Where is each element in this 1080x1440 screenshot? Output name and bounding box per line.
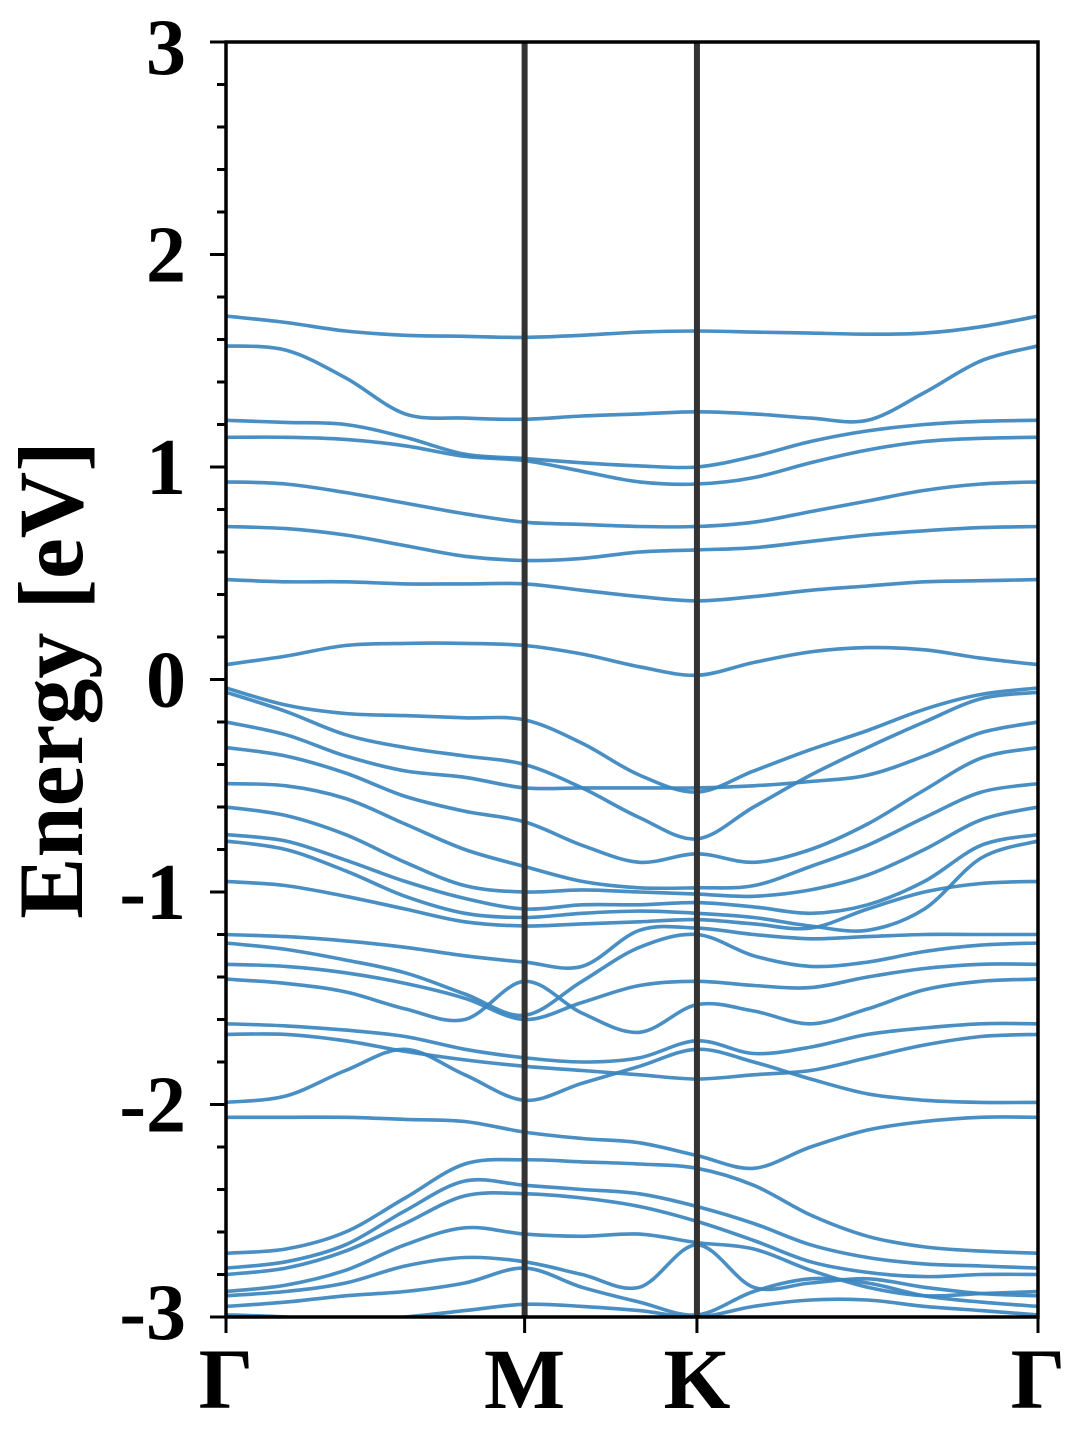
band-line-2 <box>226 344 1038 424</box>
band-line-30 <box>226 1243 1038 1298</box>
band-line-3 <box>226 418 1038 470</box>
band-line-22 <box>226 1021 1038 1064</box>
y-tick-label: -3 <box>119 1269 186 1357</box>
y-axis-label: Energy [eV] <box>0 441 102 919</box>
y-tick-label: 0 <box>146 637 186 725</box>
band-line-14 <box>226 805 1038 899</box>
band-line-7 <box>226 577 1038 603</box>
plot-frame <box>224 40 1040 1319</box>
band-line-17 <box>226 879 1038 931</box>
axis-ticks <box>210 40 1040 1333</box>
x-tick-label-1: Γ <box>199 1331 254 1427</box>
band-line-21 <box>226 977 1038 1035</box>
band-line-19 <box>226 932 1038 1018</box>
y-tick-label: 2 <box>146 212 186 300</box>
band-line-10 <box>226 690 1038 841</box>
band-line-15 <box>226 832 1038 916</box>
y-tick-label: 1 <box>146 424 186 512</box>
band-lines <box>226 314 1038 1317</box>
band-line-1 <box>226 314 1038 340</box>
band-line-16 <box>226 839 1038 933</box>
band-line-9 <box>226 686 1038 794</box>
band-line-24 <box>226 1047 1038 1105</box>
y-tick-label: -1 <box>119 849 186 937</box>
band-line-28 <box>226 1191 1038 1279</box>
high-symmetry-dividers <box>521 42 700 1317</box>
y-tick-label: 3 <box>146 4 186 92</box>
band-line-6 <box>226 524 1038 563</box>
x-tick-label-2: M <box>484 1331 565 1427</box>
band-line-11 <box>226 720 1038 791</box>
band-line-13 <box>226 781 1038 891</box>
band-line-29 <box>226 1225 1038 1298</box>
band-line-27 <box>226 1177 1038 1270</box>
band-line-31 <box>226 1266 1038 1317</box>
band-line-32 <box>226 1297 1038 1317</box>
band-line-26 <box>226 1157 1038 1256</box>
x-tick-label-3: K <box>663 1331 730 1427</box>
band-line-8 <box>226 641 1038 678</box>
band-line-18 <box>226 924 1038 971</box>
band-line-12 <box>226 745 1038 865</box>
band-line-23 <box>226 1032 1038 1081</box>
band-line-20 <box>226 962 1038 1022</box>
band-line-4 <box>226 435 1038 487</box>
band-line-5 <box>226 480 1038 529</box>
x-tick-label-4: Γ <box>1011 1331 1066 1427</box>
y-tick-label: -2 <box>119 1062 186 1150</box>
band-line-25 <box>226 1115 1038 1171</box>
